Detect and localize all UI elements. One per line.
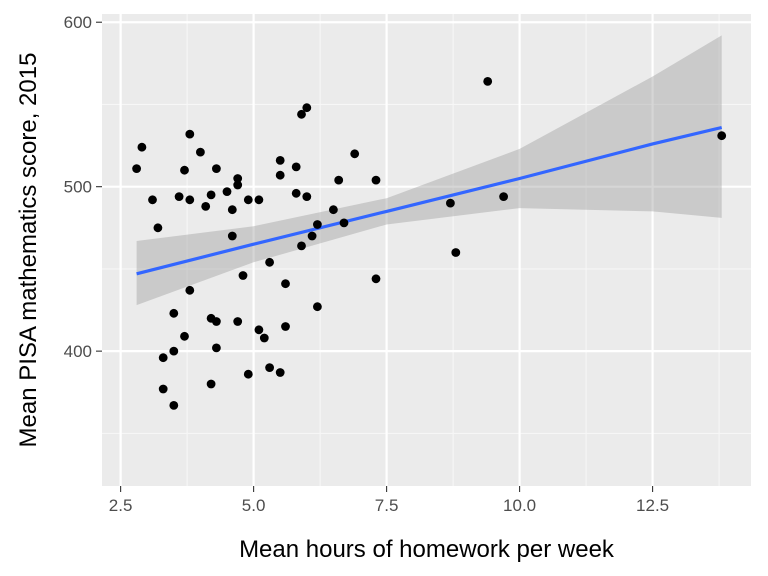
data-point (153, 223, 163, 233)
data-point (169, 308, 179, 318)
data-point (206, 190, 216, 200)
data-point (499, 192, 508, 202)
data-point (227, 231, 237, 241)
data-point (185, 195, 195, 205)
data-point (158, 353, 168, 363)
data-point (206, 379, 216, 389)
data-point (265, 363, 274, 372)
data-point (275, 170, 285, 180)
data-point (275, 156, 285, 165)
y-axis-title: Mean PISA mathematics score, 2015 (15, 53, 42, 448)
data-point (350, 149, 360, 159)
data-point (169, 346, 179, 356)
data-point (313, 220, 322, 229)
data-point (169, 401, 179, 410)
data-point (297, 109, 306, 119)
data-point (451, 248, 461, 257)
data-point (132, 164, 142, 174)
data-point (307, 231, 317, 241)
data-point (371, 175, 381, 185)
x-tick-label: 12.5 (636, 496, 669, 515)
x-tick-label: 5.0 (242, 496, 266, 515)
x-axis-ticks: 2.5 5.0 7.5 10.0 12.5 (109, 486, 669, 515)
data-point (212, 164, 221, 174)
major-gridlines (102, 14, 751, 486)
data-point (196, 147, 205, 157)
data-point (291, 188, 301, 198)
regression-line (136, 125, 723, 276)
data-point (137, 142, 147, 152)
data-point (339, 218, 349, 228)
data-point (483, 77, 493, 86)
data-point (371, 274, 381, 284)
x-axis-title: Mean hours of homework per week (239, 536, 615, 563)
data-point (227, 205, 237, 215)
y-axis-ticks: 400 500 600 (64, 13, 102, 361)
data-point (329, 205, 338, 215)
data-point (243, 195, 253, 205)
data-point (238, 271, 248, 280)
data-point (180, 331, 189, 341)
data-point (212, 317, 221, 326)
data-point (174, 192, 184, 202)
y-tick-label: 400 (64, 342, 92, 361)
data-point (259, 333, 269, 343)
data-point (254, 195, 264, 205)
data-point (302, 192, 312, 202)
y-tick-label: 500 (64, 178, 92, 197)
data-points (132, 77, 727, 410)
plot-panel (102, 14, 751, 486)
data-point (233, 180, 243, 190)
data-point (233, 317, 243, 326)
data-point (281, 322, 290, 331)
data-point (302, 103, 312, 113)
x-tick-label: 2.5 (109, 496, 133, 515)
data-point (201, 202, 211, 211)
data-point (313, 302, 322, 312)
x-tick-label: 10.0 (503, 496, 536, 515)
data-point (275, 368, 285, 377)
data-point (148, 195, 157, 205)
data-point (243, 369, 253, 379)
data-point (233, 174, 243, 183)
data-point (180, 165, 189, 175)
y-tick-label: 600 (64, 13, 92, 32)
data-point (212, 343, 221, 353)
data-point (254, 325, 264, 335)
data-point (185, 285, 195, 295)
data-point (158, 384, 168, 394)
data-point (281, 279, 290, 289)
data-point (265, 257, 274, 267)
data-point (717, 131, 727, 141)
data-point (334, 175, 344, 185)
x-tick-label: 7.5 (375, 496, 399, 515)
data-point (222, 187, 232, 197)
data-point (446, 198, 455, 208)
data-point (297, 241, 306, 251)
data-point (291, 162, 301, 172)
data-point (185, 129, 195, 139)
